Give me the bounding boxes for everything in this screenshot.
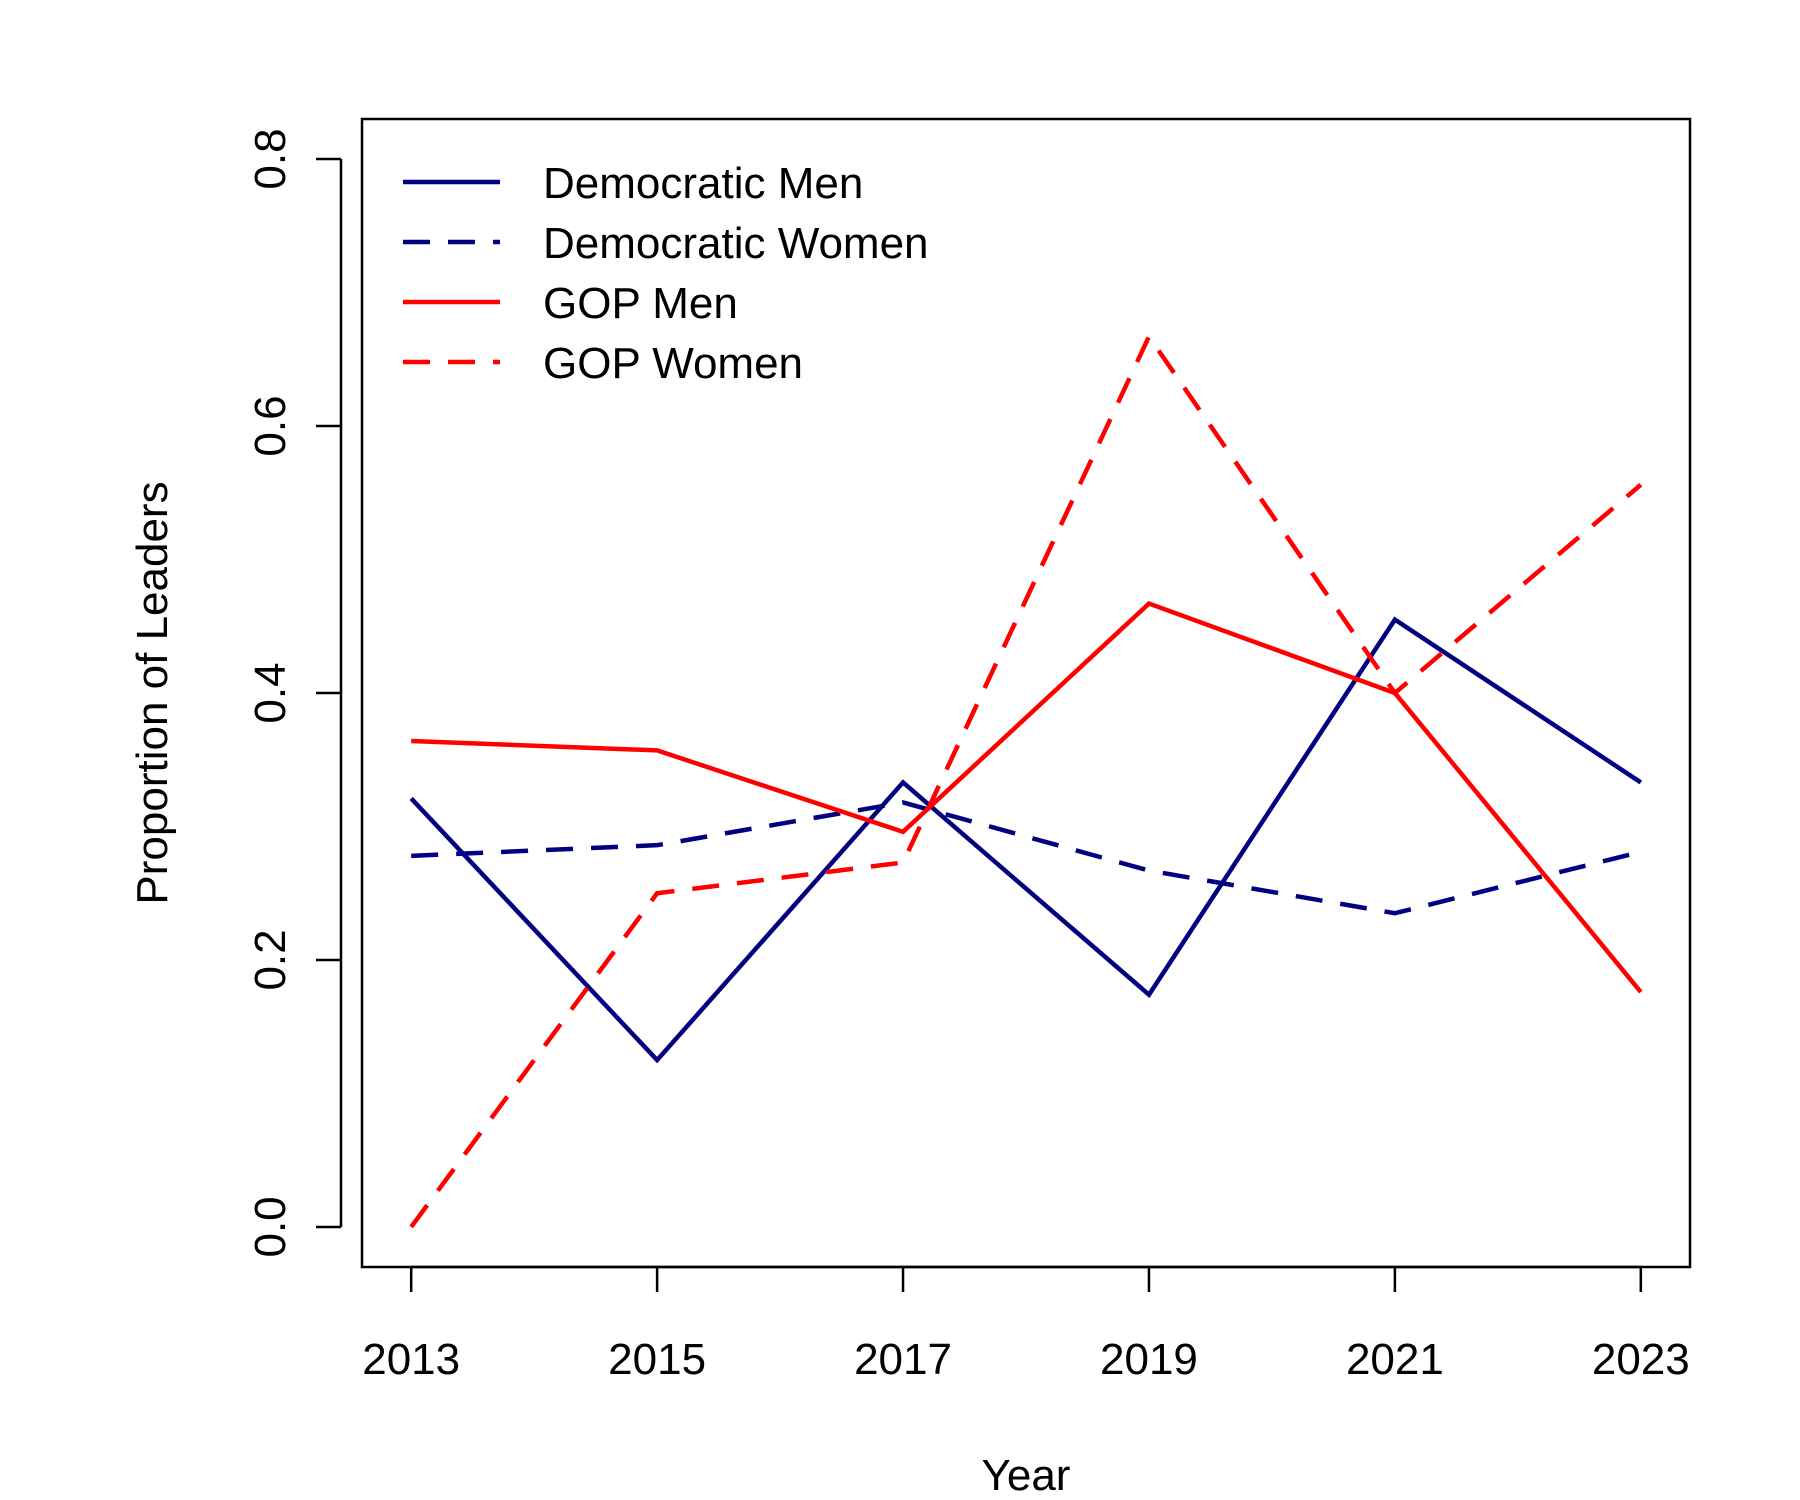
y-axis: 0.0 0.2 0.4 0.6 0.8 xyxy=(246,128,343,1258)
legend-label: Democratic Women xyxy=(543,219,929,268)
y-tick-label: 0.6 xyxy=(246,395,295,456)
series-layer xyxy=(409,332,1643,1229)
y-tick-label: 0.8 xyxy=(246,128,295,189)
legend-label: Democratic Men xyxy=(543,159,863,208)
legend-label: GOP Men xyxy=(543,279,738,328)
y-tick-label: 0.0 xyxy=(246,1196,295,1257)
y-tick-label: 0.2 xyxy=(246,929,295,990)
series-line-democratic-men xyxy=(409,616,1643,1064)
x-tick-label: 2019 xyxy=(1100,1335,1198,1384)
y-tick-label: 0.4 xyxy=(246,662,295,723)
x-tick-label: 2021 xyxy=(1346,1335,1444,1384)
series-line-democratic-women xyxy=(411,800,1642,916)
series-line-gop-men xyxy=(411,600,1643,994)
x-axis: 2013 2015 2017 2019 2021 2023 xyxy=(362,1265,1690,1384)
legend-label: GOP Women xyxy=(543,339,803,388)
legend: Democratic Men Democratic Women GOP Men GOP… xyxy=(403,159,929,388)
series-line-gop-women xyxy=(409,332,1643,1229)
x-tick-label: 2015 xyxy=(608,1335,706,1384)
x-tick-label: 2013 xyxy=(362,1335,460,1384)
x-axis-title: Year xyxy=(982,1451,1071,1500)
x-tick-label: 2017 xyxy=(854,1335,952,1384)
y-axis-title: Proportion of Leaders xyxy=(128,481,177,904)
x-tick-label: 2023 xyxy=(1592,1335,1690,1384)
